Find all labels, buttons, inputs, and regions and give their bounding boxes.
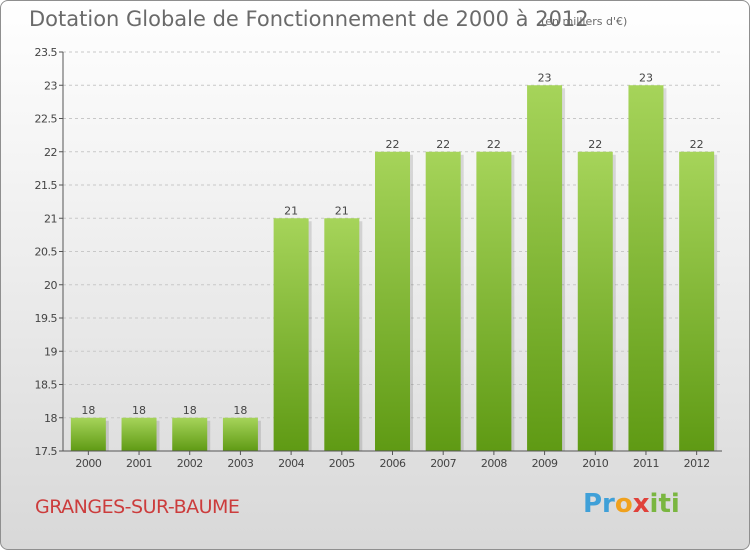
x-tick-label: 2006 <box>380 457 406 470</box>
data-label: 18 <box>132 404 146 417</box>
x-tick-label: 2011 <box>633 457 659 470</box>
proxiti-logo[interactable]: Proxiti <box>583 489 680 519</box>
x-tick-label: 2010 <box>582 457 608 470</box>
y-tick-label: 22 <box>44 146 57 159</box>
logo-part: x <box>632 489 650 519</box>
bar <box>70 417 106 451</box>
bar <box>679 151 715 451</box>
bar <box>273 218 309 451</box>
x-tick-label: 2003 <box>227 457 253 470</box>
data-label: 18 <box>81 404 95 417</box>
y-tick-label: 23 <box>44 79 57 92</box>
bar <box>222 417 258 451</box>
data-label: 22 <box>436 138 450 151</box>
y-tick-label: 21.5 <box>35 179 58 192</box>
y-tick-label: 23.5 <box>35 46 58 59</box>
x-tick-label: 2000 <box>75 457 101 470</box>
y-tick-label: 18.5 <box>35 379 58 392</box>
y-tick-label: 19.5 <box>35 312 58 325</box>
logo-part: Pr <box>583 489 615 519</box>
x-tick-label: 2007 <box>430 457 456 470</box>
bar <box>324 218 360 451</box>
y-tick-label: 17.5 <box>35 445 58 458</box>
logo-part: iti <box>649 489 680 519</box>
bar <box>577 151 613 451</box>
y-tick-label: 20.5 <box>35 246 58 259</box>
y-tick-label: 18 <box>44 412 57 425</box>
x-tick-label: 2005 <box>329 457 355 470</box>
data-label: 23 <box>538 71 552 84</box>
data-label: 18 <box>233 404 247 417</box>
bar <box>375 151 410 451</box>
data-label: 18 <box>183 404 197 417</box>
bar <box>476 151 512 451</box>
x-tick-label: 2009 <box>532 457 558 470</box>
bars: 18 18 18 18 21 21 22 22 22 23 22 23 22 <box>70 71 718 451</box>
axes: 17.5 18 18.5 19 19.5 20 20.5 21 21.5 22 22.5 23 23.5… <box>35 46 722 470</box>
y-tick-label: 21 <box>44 212 57 225</box>
y-tick-label: 19 <box>44 345 57 358</box>
data-label: 23 <box>639 71 653 84</box>
x-tick-label: 2001 <box>126 457 152 470</box>
logo-part: o <box>614 489 633 519</box>
commune-name: GRANGES-SUR-BAUME <box>35 496 240 518</box>
chart-subtitle: (en milliers d'€) <box>541 15 628 28</box>
data-label: 22 <box>690 138 704 151</box>
bar <box>121 417 157 451</box>
y-tick-label: 22.5 <box>35 113 58 126</box>
data-label: 21 <box>335 204 349 217</box>
x-tick-label: 2008 <box>481 457 507 470</box>
x-tick-label: 2002 <box>177 457 203 470</box>
y-tick-label: 20 <box>44 279 57 292</box>
data-label: 22 <box>487 138 501 151</box>
bar <box>425 151 461 451</box>
data-label: 22 <box>588 138 602 151</box>
bar <box>172 417 208 451</box>
bar <box>628 85 664 451</box>
x-tick-label: 2004 <box>278 457 304 470</box>
bar <box>527 85 563 451</box>
chart-title: Dotation Globale de Fonctionnement de 20… <box>29 7 589 31</box>
x-tick-label: 2012 <box>684 457 710 470</box>
data-label: 22 <box>386 138 400 151</box>
data-label: 21 <box>284 204 298 217</box>
